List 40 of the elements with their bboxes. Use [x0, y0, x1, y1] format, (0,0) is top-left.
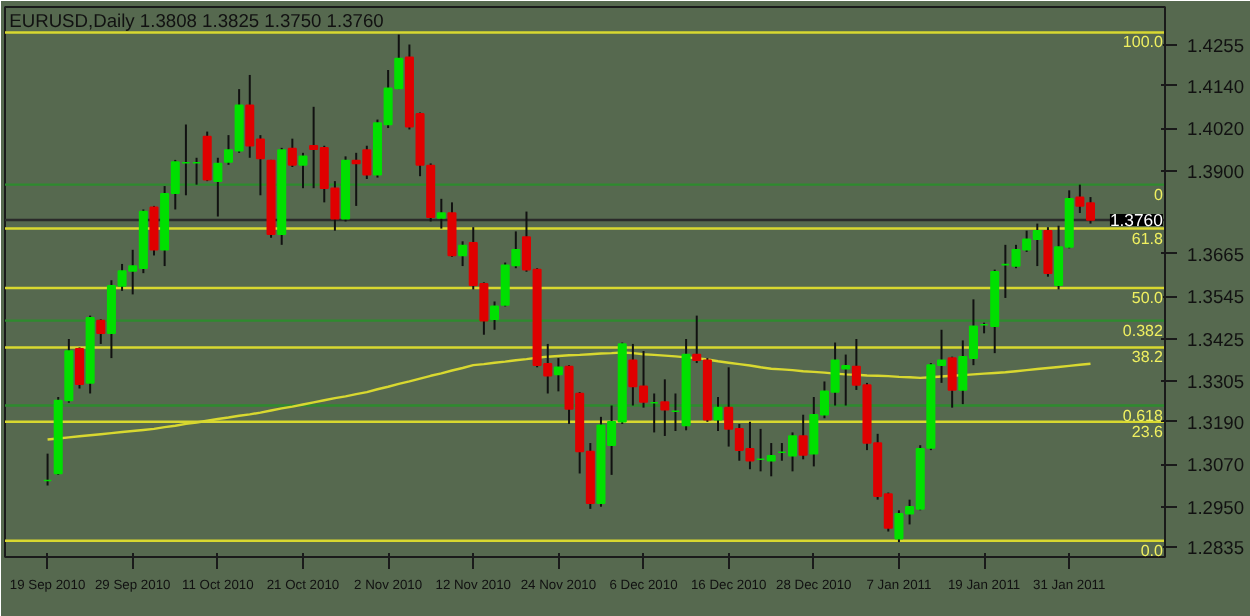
y-tick-label: 1.2835: [1187, 538, 1245, 559]
candlestick: [298, 151, 308, 190]
candlestick: [490, 300, 500, 331]
annotation: 23.6: [1131, 422, 1164, 441]
candlestick: [553, 357, 563, 393]
candlestick: [1043, 226, 1053, 278]
y-tick-label: 1.3190: [1187, 412, 1245, 433]
y-tick-label: 1.3070: [1187, 455, 1245, 476]
annotation: 0.0: [1140, 541, 1164, 560]
candlestick: [436, 197, 446, 230]
y-tick-label: 1.4255: [1187, 35, 1245, 56]
candlestick: [213, 156, 223, 218]
y-tick-label: 1.3425: [1187, 329, 1245, 350]
candlestick: [458, 240, 468, 268]
candlestick: [202, 130, 212, 183]
candlestick: [660, 378, 670, 437]
y-tick-label: 1.3665: [1187, 244, 1245, 265]
annotation: 0.618: [1122, 406, 1164, 425]
candlestick: [96, 318, 106, 345]
annotation: 61.8: [1131, 229, 1164, 248]
candlestick: [947, 355, 957, 409]
candlestick: [74, 346, 85, 390]
annotation: 38.2: [1131, 348, 1164, 367]
annotation: 50.0: [1131, 289, 1164, 308]
candlestick: [798, 413, 808, 461]
candlestick: [149, 204, 159, 257]
y-tick-label: 1.3900: [1187, 161, 1245, 182]
candlestick: [447, 201, 457, 258]
candlestick: [287, 137, 297, 168]
chart-title: EURUSD,Daily 1.3808 1.3825 1.3750 1.3760: [9, 11, 384, 31]
annotation: 0: [1153, 185, 1164, 204]
y-tick-label: 1.4020: [1187, 119, 1245, 140]
y-tick-label: 1.3545: [1187, 287, 1245, 308]
annotation: 0.382: [1122, 321, 1164, 340]
ref-line-label: 1.3760: [1109, 210, 1164, 231]
y-tick-label: 1.3305: [1187, 372, 1245, 393]
y-tick-label: 1.2950: [1187, 497, 1245, 518]
annotation: 100.0: [1122, 33, 1164, 52]
y-tick-label: 1.4140: [1187, 76, 1245, 97]
candlestick: [713, 396, 723, 432]
